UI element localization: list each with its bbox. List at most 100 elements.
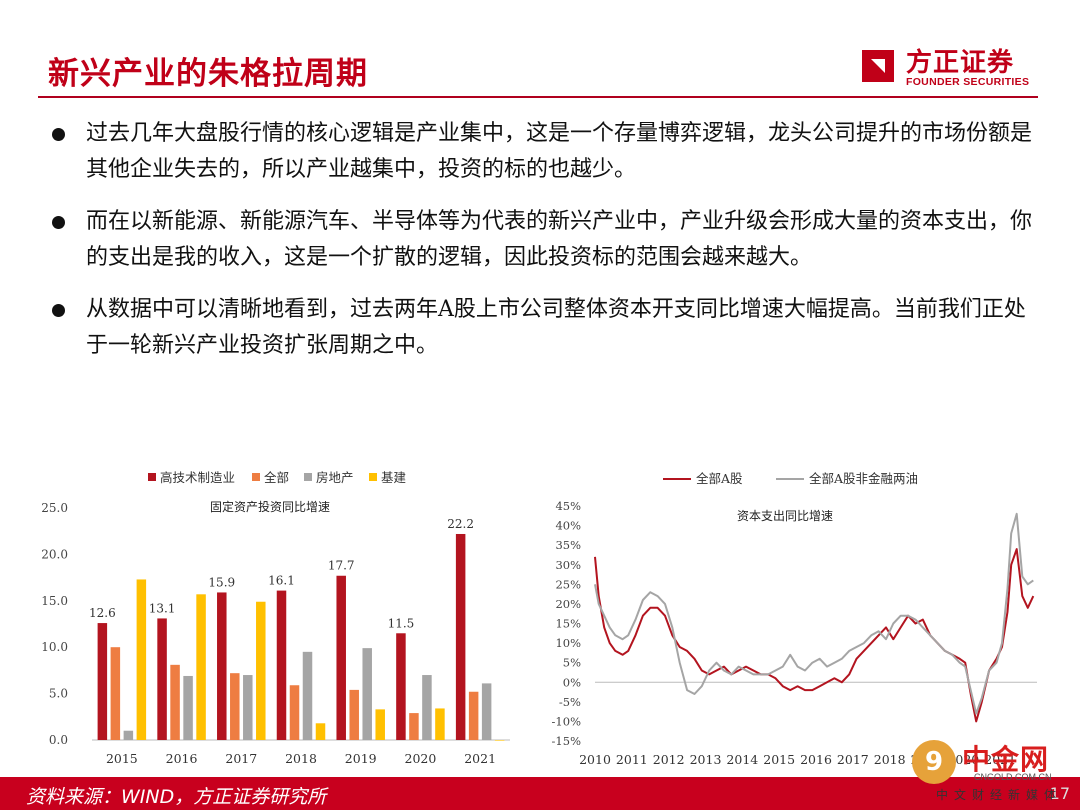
x-tick-label: 2019: [345, 751, 377, 766]
watermark-url: CNGOLD.COM.CN: [974, 772, 1052, 782]
data-label: 12.6: [89, 606, 116, 620]
y-tick-label: 30%: [555, 558, 581, 572]
bar: [422, 675, 432, 740]
x-tick-label: 2016: [166, 751, 198, 766]
bar: [170, 664, 180, 740]
y-tick-label: 0%: [563, 675, 581, 689]
y-tick-label: 25%: [555, 577, 581, 591]
bullet-text: 从数据中可以清晰地看到，过去两年A股上市公司整体资本开支同比增速大幅提高。当前我…: [86, 297, 1026, 358]
x-tick-label: 2016: [800, 752, 832, 767]
bar: [362, 648, 372, 740]
page-title: 新兴产业的朱格拉周期: [48, 56, 368, 92]
bar: [455, 533, 466, 740]
x-tick-label: 2017: [837, 752, 869, 767]
data-label: 16.1: [268, 574, 295, 588]
bullet-dot-icon: [52, 304, 65, 317]
bar: [435, 708, 445, 740]
legend-label: 全部: [264, 470, 289, 485]
bar: [289, 685, 300, 740]
y-tick-label: 0.0: [49, 733, 68, 747]
data-label: 13.1: [149, 601, 176, 615]
bar: [196, 594, 206, 740]
bar: [157, 618, 167, 740]
bar: [110, 647, 121, 740]
bar: [243, 675, 253, 740]
logo-chinese-name: 方正证券: [906, 48, 1015, 78]
y-tick-label: 20%: [555, 597, 581, 611]
bar: [136, 579, 147, 740]
legend-label: 高技术制造业: [160, 470, 235, 485]
legend-swatch: [304, 473, 312, 481]
legend-label: 全部A股非金融两油: [809, 471, 918, 486]
bar: [396, 633, 406, 740]
y-tick-label: -5%: [559, 695, 581, 709]
bar: [336, 575, 346, 740]
watermark: 9 中金网 CNGOLD.COM.CN 中文财经新媒体: [906, 738, 1066, 810]
bar: [276, 590, 287, 740]
legend-label: 全部A股: [696, 471, 743, 486]
y-tick-label: 10.0: [41, 640, 68, 654]
legend-swatch: [369, 473, 377, 481]
x-tick-label: 2021: [984, 752, 1016, 767]
header: 新兴产业的朱格拉周期 方正证券 FOUNDER SECURITIES: [38, 42, 1038, 98]
x-tick-label: 2010: [579, 752, 611, 767]
bar: [315, 723, 326, 740]
bar: [375, 709, 385, 740]
bar: [217, 592, 227, 740]
legend-swatch: [252, 473, 260, 481]
y-tick-label: 5%: [563, 656, 581, 670]
bullet-list: 过去几年大盘股行情的核心逻辑是产业集中，这是一个存量博弈逻辑，龙头公司提升的市场…: [52, 116, 1042, 380]
y-tick-label: 5.0: [49, 687, 68, 701]
bullet-dot-icon: [52, 128, 65, 141]
bar: [183, 675, 193, 740]
y-tick-label: 10%: [555, 636, 581, 650]
bar: [494, 740, 505, 741]
legend-swatch: [148, 473, 156, 481]
y-tick-label: 35%: [555, 538, 581, 552]
founder-logo-icon: [862, 50, 894, 82]
data-label: 17.7: [328, 559, 355, 573]
bar: [468, 691, 479, 740]
bar: [302, 651, 313, 740]
data-label: 22.2: [447, 517, 474, 531]
x-tick-label: 2014: [726, 752, 758, 767]
bar: [123, 730, 134, 740]
source-note: 资料来源：WIND，方正证券研究所: [26, 786, 327, 808]
x-tick-label: 2015: [763, 752, 795, 767]
chart-title: 固定资产投资同比增速: [210, 499, 330, 514]
logo-english-name: FOUNDER SECURITIES: [906, 76, 1030, 88]
company-logo: 方正证券 FOUNDER SECURITIES: [858, 42, 1038, 94]
data-label: 15.9: [208, 575, 235, 589]
bar: [97, 623, 108, 740]
x-tick-label: 2018: [285, 751, 317, 766]
bullet-dot-icon: [52, 216, 65, 229]
x-tick-label: 2013: [690, 752, 722, 767]
legend-label: 基建: [381, 470, 407, 485]
bar: [409, 713, 419, 740]
bar: [349, 689, 359, 740]
watermark-name: 中金网: [962, 743, 1050, 776]
y-tick-label: 25.0: [41, 501, 68, 515]
y-tick-label: 15.0: [41, 594, 68, 608]
bar: [256, 601, 266, 740]
bullet-item: 过去几年大盘股行情的核心逻辑是产业集中，这是一个存量博弈逻辑，龙头公司提升的市场…: [52, 116, 1042, 188]
x-tick-label: 2018: [874, 752, 906, 767]
series-line: [594, 512, 1034, 715]
x-tick-label: 2015: [106, 751, 138, 766]
legend-label: 房地产: [316, 470, 354, 485]
x-tick-label: 2012: [653, 752, 685, 767]
bullet-text: 而在以新能源、新能源汽车、半导体等为代表的新兴产业中，产业升级会形成大量的资本支…: [86, 209, 1033, 270]
bar: [481, 683, 492, 740]
chart-title: 资本支出同比增速: [737, 509, 833, 523]
x-tick-label: 2021: [464, 751, 496, 766]
data-label: 11.5: [388, 616, 415, 630]
bullet-item: 从数据中可以清晰地看到，过去两年A股上市公司整体资本开支同比增速大幅提高。当前我…: [52, 292, 1042, 364]
bar: [230, 673, 240, 740]
page-number: 17: [1049, 784, 1070, 803]
watermark-badge-icon: 9: [912, 740, 956, 784]
series-line: [594, 548, 1035, 723]
y-tick-label: 15%: [555, 617, 581, 631]
bullet-item: 而在以新能源、新能源汽车、半导体等为代表的新兴产业中，产业升级会形成大量的资本支…: [52, 204, 1042, 276]
